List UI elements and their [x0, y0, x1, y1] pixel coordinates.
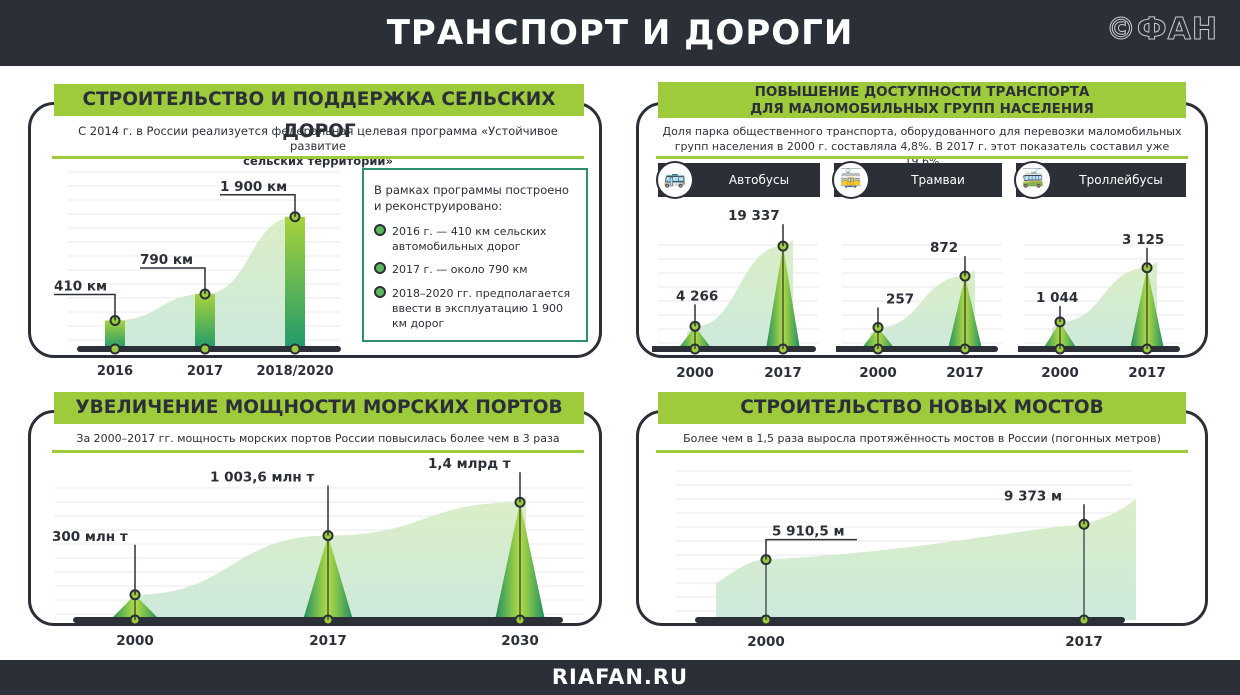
- access-subtitle-line1: Доля парка общественного транспорта, обо…: [662, 125, 1182, 138]
- tab-buses: 🚌 Автобусы: [656, 161, 820, 199]
- roads-value-label-2017: 790 км: [140, 252, 193, 268]
- ports-category-2030: 2030: [501, 633, 539, 649]
- bridges-leader-2000: [765, 538, 857, 560]
- box-item-2018-2020: 2018–2020 гг. предполагается ввести в эк…: [374, 286, 584, 331]
- roads-leader-2016: [54, 293, 116, 321]
- roads-base-dot-2016: [109, 343, 121, 355]
- buses-chart: 4 266 2000 19 337 2017: [652, 208, 818, 381]
- trams-area: [870, 270, 975, 349]
- roads-subtitle-line1: С 2014 г. в России реализуется федеральн…: [78, 124, 558, 153]
- buses-value-label-2000: 4 266: [676, 288, 718, 304]
- tab-trolleybuses-label: Троллейбусы: [1079, 173, 1163, 187]
- bullet-icon: [374, 262, 386, 274]
- trams-category-2000: 2000: [859, 365, 897, 381]
- access-title: ПОВЫШЕНИЕ ДОСТУПНОСТИ ТРАНСПОРТА ДЛЯ МАЛ…: [658, 82, 1186, 118]
- trams-value-label-2000: 257: [886, 292, 914, 308]
- box-item-2016: 2016 г. — 410 км сельских автомобильных …: [374, 224, 584, 254]
- access-divider: [656, 156, 1188, 159]
- roads-leader-2017: [140, 267, 206, 295]
- buses-category-2000: 2000: [676, 365, 714, 381]
- tab-buses-label: Автобусы: [728, 173, 790, 187]
- trolleybuses-category-2000: 2000: [1041, 365, 1079, 381]
- ports-title: УВЕЛИЧЕНИЕ МОЩНОСТИ МОРСКИХ ПОРТОВ: [54, 392, 584, 424]
- roads-category-2017: 2017: [187, 364, 223, 379]
- roads-category-2016: 2016: [97, 364, 133, 379]
- bridges-category-2000: 2000: [747, 634, 785, 650]
- trolleybuses-area: [1052, 261, 1157, 349]
- header-bar: [0, 0, 1240, 66]
- fan-logo: ©ФАН: [1105, 12, 1218, 48]
- bridges-chart: 5 910,5 м 2000 9 373 м 2017: [676, 470, 1136, 650]
- ports-value-label-2000: 300 млн т: [52, 529, 128, 545]
- trams-value-label-2017: 872: [930, 240, 958, 256]
- ports-divider: [52, 450, 584, 453]
- ports-value-label-2030: 1,4 млрд т: [428, 456, 511, 472]
- footer-site: RIAFAN.RU: [551, 665, 689, 689]
- trolleybuses-chart: 1 044 2000 3 125 2017: [1018, 232, 1184, 381]
- buses-category-2017: 2017: [764, 365, 802, 381]
- page-title: ТРАНСПОРТ И ДОРОГИ: [386, 13, 854, 53]
- ports-subtitle: За 2000–2017 гг. мощность морских портов…: [76, 432, 560, 445]
- bridges-value-label-2000: 5 910,5 м: [772, 524, 845, 540]
- access-subtitle: Доля парка общественного транспорта, обо…: [656, 124, 1188, 169]
- roads-area: [115, 216, 295, 349]
- trams-category-2017: 2017: [946, 365, 984, 381]
- tram-icon: 🚋: [832, 161, 870, 199]
- bullet-icon: [374, 286, 386, 298]
- roads-base-dot-2018/2020: [289, 343, 301, 355]
- roads-divider: [52, 156, 584, 159]
- access-title-line2: ДЛЯ МАЛОМОБИЛЬНЫХ ГРУПП НАСЕЛЕНИЯ: [750, 101, 1094, 117]
- roads-base-dot-2017: [199, 343, 211, 355]
- bridges-divider: [656, 450, 1188, 453]
- buses-area: [687, 240, 793, 349]
- trams-chart: 257 2000 872 2017: [836, 240, 1002, 381]
- roads-bar-2017: [195, 294, 215, 349]
- trolleybuses-category-2017: 2017: [1128, 365, 1166, 381]
- roads-value-label-2018/2020: 1 900 км: [220, 179, 287, 195]
- roads-value-label-2016: 410 км: [54, 278, 107, 294]
- roads-bar-2016: [105, 320, 125, 349]
- trolleybuses-value-label-2000: 1 044: [1036, 290, 1078, 306]
- roads-chart: 410 км 2016 790 км 2017 1 900 км 2018/2020: [54, 171, 341, 379]
- roads-category-2018/2020: 2018/2020: [256, 364, 333, 379]
- ports-value-label-2017: 1 003,6 млн т: [210, 470, 314, 486]
- tab-trams-label: Трамваи: [911, 173, 965, 187]
- footer-bar: [0, 660, 1240, 695]
- bullet-icon: [374, 224, 386, 236]
- tab-trolleybuses: 🚎 Троллейбусы: [1014, 161, 1186, 199]
- buses-value-label-2017: 19 337: [728, 208, 780, 224]
- roads-program-box: В рамках программы построено и реконстру…: [362, 168, 588, 342]
- tab-trams: 🚋 Трамваи: [832, 161, 1002, 199]
- bridges-value-label-2017: 9 373 м: [1004, 488, 1062, 504]
- ports-chart: 300 млн т 2000 1 003,6 млн т 2017 1,4 млрд т…: [52, 456, 585, 649]
- trolleybus-icon: 🚎: [1014, 161, 1052, 199]
- bus-icon: 🚌: [656, 161, 694, 199]
- box-intro: В рамках программы построено и реконстру…: [374, 183, 569, 213]
- roads-title: СТРОИТЕЛЬСТВО И ПОДДЕРЖКА СЕЛЬСКИХ ДОРОГ: [54, 84, 584, 142]
- bridges-subtitle: Более чем в 1,5 раза выросла протяжённос…: [683, 432, 1161, 445]
- trolleybuses-value-label-2017: 3 125: [1122, 232, 1164, 248]
- bridges-category-2017: 2017: [1065, 634, 1103, 650]
- ports-category-2000: 2000: [116, 633, 154, 649]
- roads-bar-2018/2020: [285, 216, 305, 349]
- bridges-title: СТРОИТЕЛЬСТВО НОВЫХ МОСТОВ: [658, 392, 1186, 424]
- ports-category-2017: 2017: [309, 633, 347, 649]
- roads-leader-2018/2020: [220, 194, 296, 217]
- box-item-2017: 2017 г. — около 790 км: [374, 262, 584, 277]
- access-title-line1: ПОВЫШЕНИЕ ДОСТУПНОСТИ ТРАНСПОРТА: [754, 84, 1090, 100]
- bridges-area: [716, 498, 1136, 620]
